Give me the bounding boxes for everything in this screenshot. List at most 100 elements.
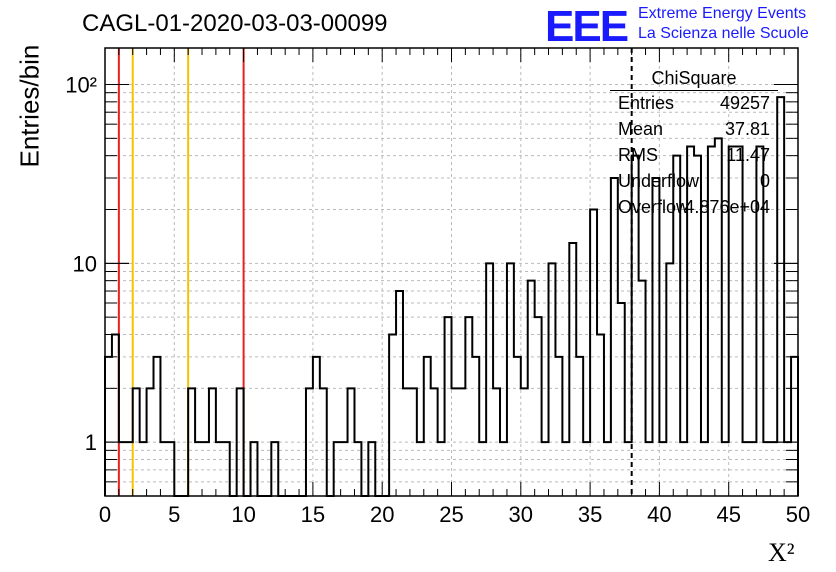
- histogram-bin: [133, 388, 140, 496]
- histogram-bin: [590, 210, 597, 496]
- histogram-bin: [652, 178, 659, 496]
- x-tick-label: 0: [99, 502, 111, 527]
- stats-box: ChiSquare Entries 49257 Mean 37.81 RMS 11.4…: [610, 68, 778, 221]
- histogram-bin: [396, 291, 403, 496]
- histogram-bin: [188, 388, 195, 496]
- histogram-bin: [202, 442, 209, 496]
- histogram-bin: [348, 388, 355, 496]
- histogram-bin: [438, 442, 445, 496]
- histogram-bin: [749, 442, 756, 496]
- stats-key: Underflow: [618, 171, 700, 191]
- y-axis-label: Entries/bin: [14, 44, 45, 168]
- histogram-bin: [119, 442, 126, 496]
- histogram-series: [104, 96, 799, 497]
- histogram-bin: [542, 442, 549, 496]
- histogram-bin: [680, 442, 687, 496]
- histogram-bin: [313, 357, 320, 496]
- histogram-bin: [514, 357, 521, 496]
- stats-title: ChiSquare: [610, 68, 778, 91]
- x-tick-label: 10: [231, 502, 255, 527]
- histogram-bin: [646, 442, 653, 496]
- x-axis-label: X²: [768, 538, 795, 567]
- x-tick-label: 25: [439, 502, 463, 527]
- histogram-bin: [209, 388, 216, 496]
- histogram-bin: [472, 357, 479, 496]
- histogram-bin: [251, 442, 258, 496]
- histogram-bin: [569, 243, 576, 496]
- histogram-bin: [147, 388, 154, 496]
- histogram-bin: [659, 442, 666, 496]
- histogram-bin: [701, 442, 708, 496]
- histogram-bin: [528, 281, 535, 496]
- histogram-bin: [521, 388, 528, 496]
- stats-value: 11.47: [726, 145, 770, 165]
- histogram-bin: [639, 281, 646, 496]
- histogram-bin: [334, 442, 341, 496]
- y-tick-label: 1: [85, 430, 97, 455]
- histogram-bin: [368, 442, 375, 496]
- histogram-bin: [493, 388, 500, 496]
- histogram-bin: [583, 442, 590, 496]
- histogram-bin: [403, 388, 410, 496]
- histogram-bin: [666, 263, 673, 496]
- histogram-bin: [500, 442, 507, 496]
- histogram-bin: [154, 357, 161, 496]
- stats-key: Overflow: [618, 197, 690, 217]
- histogram-bin: [791, 357, 798, 496]
- histogram-bin: [389, 334, 396, 496]
- histogram-bin: [535, 317, 542, 496]
- histogram-bin: [167, 442, 174, 496]
- histogram-bin: [625, 442, 632, 496]
- histogram-bin: [479, 442, 486, 496]
- stats-value: 49257: [719, 93, 770, 113]
- histogram-bin: [549, 263, 556, 496]
- histogram-bin: [611, 178, 618, 496]
- histogram-bin: [743, 442, 750, 496]
- histogram-bin: [770, 442, 777, 496]
- stats-value: 0: [759, 171, 770, 191]
- histogram-bin: [458, 388, 465, 496]
- stats-row-rms: RMS 11.47: [610, 143, 778, 169]
- stats-row-overflow: Overflow 4.876e+04: [610, 195, 778, 221]
- histogram-bin: [140, 442, 147, 496]
- stats-row-mean: Mean 37.81: [610, 117, 778, 143]
- histogram-bin: [223, 442, 230, 496]
- x-tick-label: 50: [786, 502, 810, 527]
- histogram-bin: [216, 442, 223, 496]
- x-tick-label: 15: [301, 502, 325, 527]
- histogram-bin: [576, 357, 583, 496]
- histogram-bin: [486, 263, 493, 496]
- histogram-bin: [452, 388, 459, 496]
- histogram-bin: [320, 388, 327, 496]
- histogram-bin: [597, 334, 604, 496]
- x-tick-label: 40: [647, 502, 671, 527]
- histogram-bin: [306, 388, 313, 496]
- x-tick-label: 5: [168, 502, 180, 527]
- histogram-bin: [604, 442, 611, 496]
- histogram-bin: [763, 442, 770, 496]
- x-tick-label: 20: [370, 502, 394, 527]
- histogram-bin: [431, 388, 438, 496]
- histogram-bin: [105, 357, 112, 496]
- stats-key: RMS: [618, 145, 658, 165]
- histogram-bin: [410, 388, 417, 496]
- histogram-bin: [777, 97, 784, 496]
- histogram-bin: [555, 357, 562, 496]
- histogram-bin: [507, 263, 514, 496]
- logo-line-2: La Scienza nelle Scuole: [638, 25, 809, 42]
- histogram-bin: [722, 442, 729, 496]
- x-tick-label: 35: [578, 502, 602, 527]
- histogram-bin: [126, 442, 133, 496]
- histogram-bin: [271, 442, 278, 496]
- stats-value: 37.81: [724, 119, 770, 139]
- stats-key: Mean: [618, 119, 664, 139]
- y-tick-label: 10: [73, 251, 97, 276]
- histogram-bin: [562, 442, 569, 496]
- chart-title: CAGL-01-2020-03-03-00099: [82, 10, 388, 37]
- histogram-bin: [195, 442, 202, 496]
- histogram-bin: [465, 317, 472, 496]
- eee-logo: EEE: [545, 2, 629, 51]
- stats-value: 4.876e+04: [684, 197, 770, 217]
- histogram-bin: [237, 388, 244, 496]
